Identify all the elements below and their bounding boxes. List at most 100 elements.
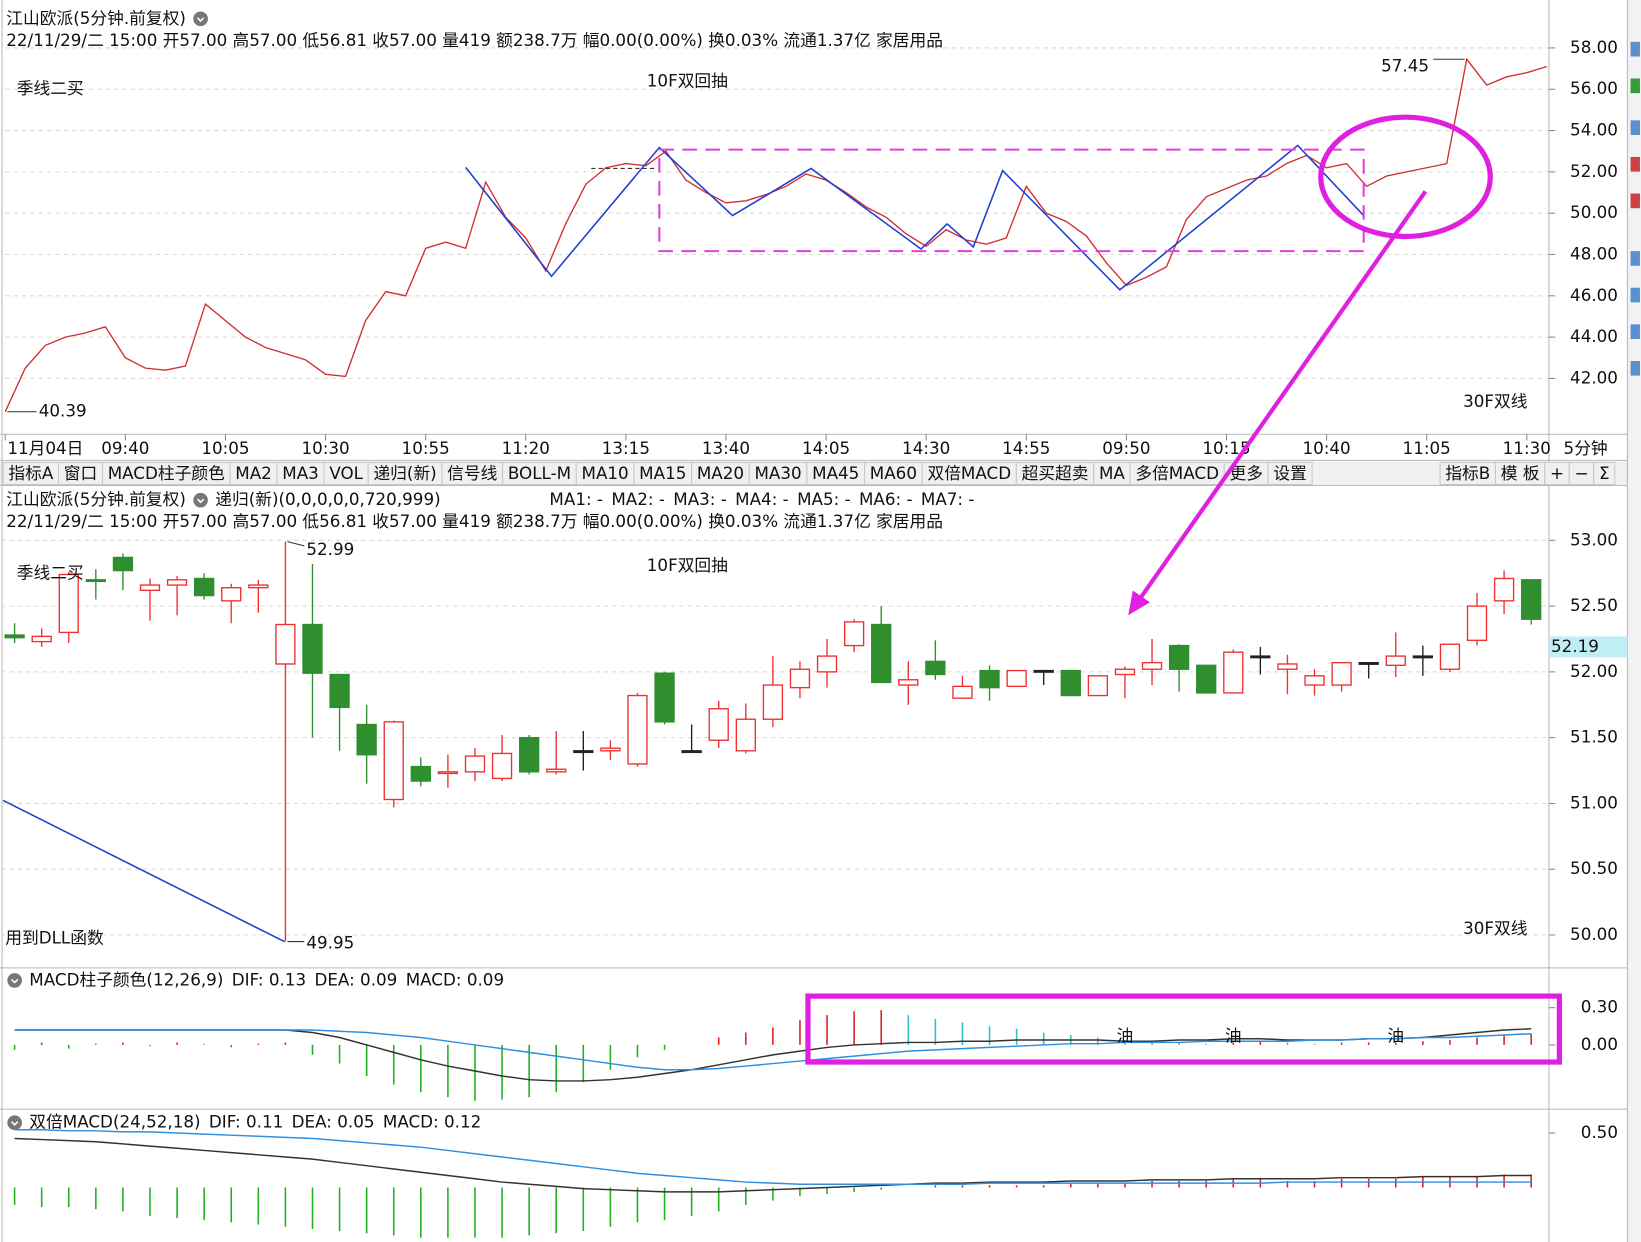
toolbar-button-label[interactable]: 窗口 [64, 463, 97, 483]
info-item: 家居用品 [876, 511, 943, 531]
toolbar-button[interactable] [1593, 461, 1616, 485]
candle-body [194, 577, 215, 597]
toolbar-button-label[interactable]: 设置 [1273, 463, 1306, 483]
candle-body [166, 579, 188, 586]
x-tick-label: 14:05 [802, 438, 850, 458]
toolbar-button-label[interactable]: MA15 [639, 463, 686, 483]
candle-body [1033, 669, 1054, 673]
toolbar-button-label[interactable]: MA10 [582, 463, 629, 483]
info-item: 开57.00 [163, 511, 228, 531]
info-item: 额238.7万 [496, 511, 577, 531]
note: 油 [1117, 1026, 1134, 1046]
stat-item: DEA: 0.05 [292, 1112, 375, 1132]
toolbar-button-label[interactable]: MA45 [812, 463, 859, 483]
info-item: 低56.81 [302, 30, 367, 50]
pointer-arrow [1136, 190, 1428, 602]
toolbar-button-label[interactable]: VOL [329, 463, 363, 483]
toolbar-button-label[interactable]: 模 板 [1501, 463, 1540, 483]
label-arrow [287, 541, 305, 547]
candle-body [329, 673, 350, 709]
annotation: 30F双线 [1463, 918, 1528, 938]
candle-body [356, 723, 377, 756]
toolbar-button-label[interactable]: + [1550, 463, 1564, 483]
toolbar-button-label[interactable]: 递归(新) [373, 463, 436, 483]
menu-icon [7, 973, 22, 988]
toolbar-button-label[interactable]: 更多 [1229, 463, 1262, 483]
y-tick-label: 0.00 [1581, 1034, 1618, 1054]
candle-body [1277, 663, 1298, 670]
drawings [2, 114, 1562, 1065]
candle-body [4, 634, 25, 639]
toolbar-button-label[interactable]: MA2 [235, 463, 272, 483]
plot [13, 1129, 1532, 1238]
highlight-circle [1318, 114, 1493, 240]
candle-body [1521, 579, 1542, 620]
legend-item: MA6: - [859, 489, 913, 509]
candle-body [871, 623, 892, 684]
legend-item: MA2: - [611, 489, 665, 509]
highlight-box [805, 993, 1562, 1065]
menu-icon-chevron [196, 498, 205, 504]
legend-item: MA7: - [921, 489, 975, 509]
y-tick-label: 50.00 [1570, 202, 1618, 222]
candle-body [275, 623, 296, 665]
toolbar-button-label[interactable]: 双倍MACD [927, 463, 1011, 483]
candle-body [221, 587, 242, 602]
toolbar-button-label[interactable]: MACD柱子颜色 [108, 463, 225, 483]
pointer-arrowhead [1128, 590, 1150, 616]
info-item: 流通1.37亿 [783, 511, 870, 531]
price-marker-bg [1548, 636, 1628, 658]
info-item: 22/11/29/二 15:00 [6, 30, 157, 50]
y-tick-label: 50.00 [1570, 924, 1618, 944]
candle-body [437, 771, 459, 775]
info-item: 量419 [442, 30, 491, 50]
candle-body [464, 755, 486, 773]
toolbar-button-label[interactable]: MA [1099, 463, 1125, 483]
trend-line [2, 799, 286, 943]
chart-title: 江山欧派(5分钟.前复权) [6, 489, 186, 509]
panel-title: 双倍MACD(24,52,18) [29, 1112, 200, 1132]
candle-body [1412, 655, 1434, 659]
toolbar-button-label[interactable]: 多倍MACD [1135, 463, 1219, 483]
candle-body [546, 768, 567, 773]
info-item: 幅0.00(0.00%) [583, 30, 703, 50]
toolbar-button-label[interactable]: − [1574, 463, 1588, 483]
toolbar-button-label[interactable]: MA60 [870, 463, 917, 483]
point-label: 40.39 [39, 401, 87, 421]
annotation: 用到DLL函数 [5, 928, 104, 948]
toolbar-button-label[interactable]: 超买超卖 [1022, 463, 1089, 483]
candle-body [789, 668, 811, 689]
candle-body [1331, 661, 1352, 686]
toolbar-button-label[interactable]: MA3 [282, 463, 319, 483]
x-tick-label: 10:55 [402, 438, 450, 458]
stat-item: DIF: 0.13 [232, 969, 306, 989]
toolbar-button-label[interactable]: Σ [1599, 463, 1610, 483]
legend-item: MA4: - [735, 489, 789, 509]
x-tick-label: 09:40 [101, 438, 149, 458]
toolbar-button[interactable] [1267, 461, 1313, 485]
candle-body [518, 736, 540, 773]
candle-body [979, 669, 1000, 689]
toolbar-button-label[interactable]: MA20 [697, 463, 744, 483]
info-item: 量419 [442, 511, 491, 531]
toolbar-button-label[interactable]: 指标B [1445, 463, 1490, 483]
candle-body [383, 721, 404, 801]
annotation: 季线二买 [17, 78, 84, 98]
y-tick-label: 0.50 [1581, 1122, 1618, 1142]
toolbar-button-label[interactable]: MA30 [754, 463, 801, 483]
candle-body [952, 685, 973, 699]
legend-item: MA5: - [797, 489, 851, 509]
x-tick-label: 13:40 [702, 438, 750, 458]
y-tick-label: 51.00 [1570, 792, 1618, 812]
high-label: 52.99 [306, 539, 354, 559]
toolbar-button-label[interactable]: 信号线 [447, 463, 497, 483]
menu-icon-chevron [10, 978, 19, 984]
stat-item: MACD: 0.12 [383, 1112, 481, 1132]
price-line [4, 57, 1548, 412]
toolbar-button-label[interactable]: BOLL-M [508, 463, 571, 483]
candle-body [681, 750, 702, 754]
candle-body [925, 660, 946, 676]
toolbar-button-label[interactable]: 指标A [8, 463, 53, 483]
x-tick-label: 11:20 [502, 438, 550, 458]
